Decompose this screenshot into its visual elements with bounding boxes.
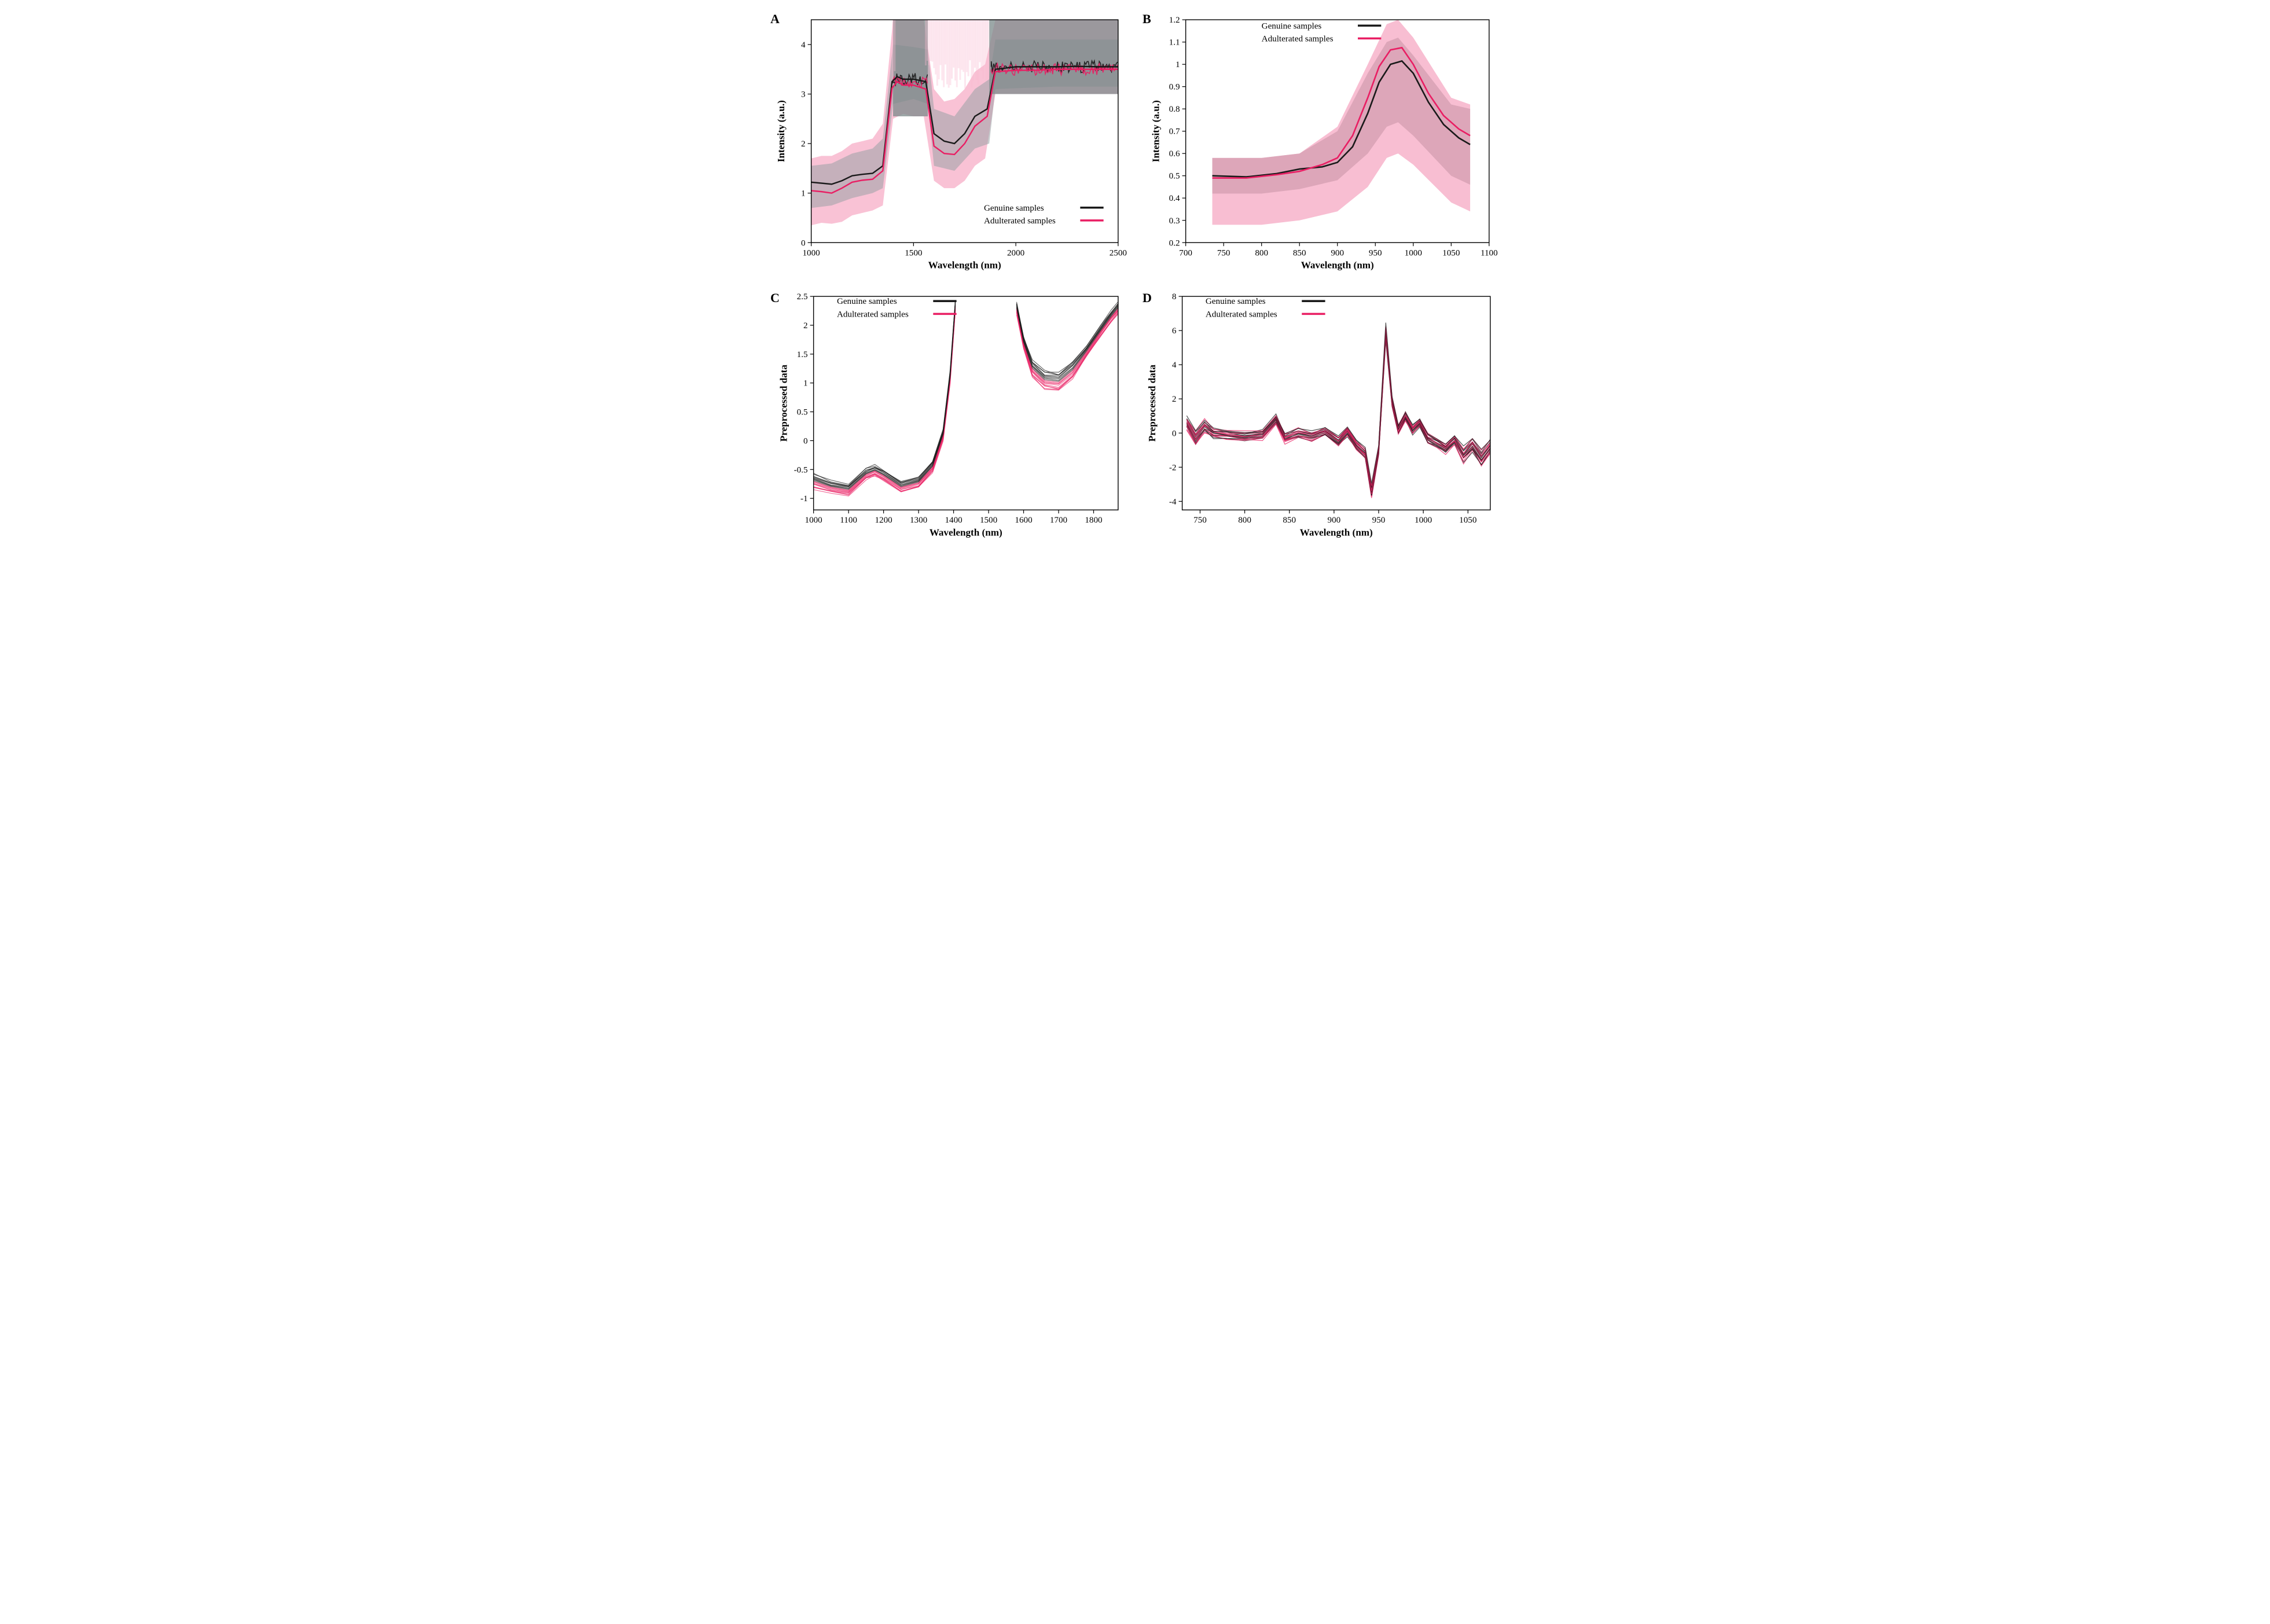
panel-B: B 700 750 800 850 900 950 1000 1050 1100 0.2 0.3 0.… [1140,9,1502,278]
svg-text:Wavelength (nm): Wavelength (nm) [930,527,1002,538]
svg-text:1: 1 [1176,60,1180,69]
panel-D: D 750 800 850 900 950 1000 1050 -4 -2 0 2 4 6 8 Wavele… [1140,288,1502,557]
svg-text:900: 900 [1328,516,1341,525]
svg-text:Wavelength (nm): Wavelength (nm) [1300,527,1373,538]
svg-text:2000: 2000 [1007,248,1024,258]
svg-text:Adulterated samples: Adulterated samples [1262,34,1334,43]
svg-text:1500: 1500 [980,516,997,525]
svg-text:0.4: 0.4 [1169,194,1180,203]
svg-text:950: 950 [1369,248,1382,258]
svg-text:0: 0 [801,238,806,248]
svg-text:Adulterated samples: Adulterated samples [837,310,909,319]
svg-text:700: 700 [1179,248,1192,258]
svg-text:0.7: 0.7 [1169,127,1180,137]
svg-text:0: 0 [1172,429,1177,438]
svg-text:1800: 1800 [1085,516,1102,525]
svg-text:8: 8 [1172,292,1177,302]
svg-text:1000: 1000 [802,248,820,258]
svg-text:-4: -4 [1169,497,1177,506]
svg-text:0.6: 0.6 [1169,149,1180,159]
svg-text:1: 1 [803,379,808,388]
svg-text:0: 0 [803,436,808,446]
svg-text:0.3: 0.3 [1169,216,1180,226]
svg-text:Genuine samples: Genuine samples [1262,21,1322,31]
svg-text:4: 4 [1172,361,1177,370]
svg-text:Genuine samples: Genuine samples [837,297,897,306]
svg-text:1050: 1050 [1442,248,1460,258]
svg-text:900: 900 [1331,248,1344,258]
svg-text:Genuine samples: Genuine samples [1206,297,1266,306]
svg-text:Preprocessed data: Preprocessed data [778,364,789,441]
svg-text:1600: 1600 [1015,516,1032,525]
panel-B-letter: B [1143,12,1151,27]
svg-text:0.2: 0.2 [1169,238,1180,248]
svg-text:1100: 1100 [840,516,857,525]
panel-C-letter: C [770,291,780,306]
panel-C: C 1000 1100 1200 1300 1400 1500 1600 1700 1800 -1… [768,288,1130,557]
svg-text:4: 4 [801,41,806,50]
svg-text:Adulterated samples: Adulterated samples [984,216,1056,226]
svg-text:Adulterated samples: Adulterated samples [1206,310,1277,319]
svg-text:1000: 1000 [1415,516,1432,525]
svg-text:1.5: 1.5 [797,350,808,359]
svg-text:850: 850 [1283,516,1296,525]
svg-text:2: 2 [801,139,806,149]
svg-text:1: 1 [801,189,806,199]
svg-text:1200: 1200 [875,516,892,525]
svg-text:Wavelength (nm): Wavelength (nm) [928,260,1001,271]
svg-text:2500: 2500 [1110,248,1127,258]
svg-text:0.9: 0.9 [1169,83,1180,92]
svg-text:Wavelength (nm): Wavelength (nm) [1301,260,1374,271]
svg-text:Genuine samples: Genuine samples [984,204,1044,213]
panel-A: A 1000 1500 2000 2500 0 1 2 3 4 Wavelength (nm) In… [768,9,1130,278]
svg-text:Preprocessed data: Preprocessed data [1147,364,1158,441]
svg-text:0.8: 0.8 [1169,105,1180,114]
svg-text:1700: 1700 [1050,516,1067,525]
svg-text:3: 3 [801,90,806,100]
svg-text:1.1: 1.1 [1169,38,1180,47]
svg-text:750: 750 [1193,516,1207,525]
svg-text:Intensity (a.u.): Intensity (a.u.) [1150,100,1161,162]
svg-text:0.5: 0.5 [797,407,808,417]
figure-grid: A 1000 1500 2000 2500 0 1 2 3 4 Wavelength (nm) In… [759,0,1511,565]
svg-text:950: 950 [1372,516,1386,525]
svg-text:2: 2 [1172,395,1177,404]
svg-text:-1: -1 [800,494,808,504]
svg-text:750: 750 [1217,248,1230,258]
svg-text:1400: 1400 [945,516,962,525]
svg-text:1000: 1000 [1405,248,1422,258]
svg-text:800: 800 [1238,516,1251,525]
svg-text:1000: 1000 [805,516,822,525]
svg-text:0.5: 0.5 [1169,172,1180,181]
panel-D-letter: D [1143,291,1152,306]
svg-text:-0.5: -0.5 [794,465,808,475]
svg-text:1300: 1300 [910,516,927,525]
svg-text:2.5: 2.5 [797,292,808,302]
svg-text:1100: 1100 [1481,248,1498,258]
svg-text:6: 6 [1172,326,1177,336]
svg-text:1500: 1500 [905,248,922,258]
panel-A-letter: A [770,12,780,27]
svg-text:-2: -2 [1169,463,1177,472]
svg-text:2: 2 [803,321,808,330]
svg-text:Intensity (a.u.): Intensity (a.u.) [776,100,787,162]
svg-text:800: 800 [1255,248,1268,258]
svg-text:850: 850 [1293,248,1306,258]
svg-text:1050: 1050 [1459,516,1476,525]
svg-text:1.2: 1.2 [1169,16,1180,25]
